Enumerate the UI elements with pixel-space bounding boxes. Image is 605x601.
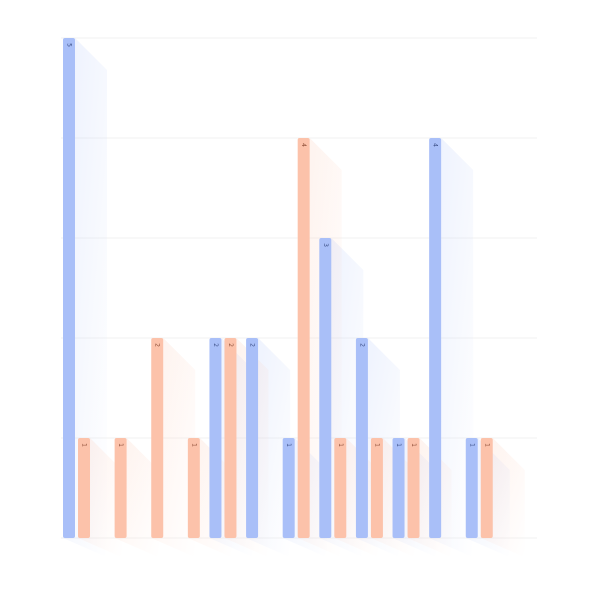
bar-shadow [78, 438, 122, 558]
bar-shadow [114, 438, 159, 558]
data-label: 2 [227, 343, 234, 347]
bar-orange-1 [78, 438, 90, 538]
bar-orange-7 [297, 138, 310, 538]
bar-blue-12 [465, 438, 478, 538]
bar-blue-10 [392, 438, 405, 538]
bar-shadow [151, 338, 196, 558]
data-label: 1 [483, 443, 490, 447]
bar-shadow [63, 38, 107, 558]
data-label: 1 [468, 443, 475, 447]
data-label: 2 [154, 343, 161, 347]
data-label: 1 [373, 443, 380, 447]
bar-shadow [480, 438, 525, 558]
bar-blue-5 [209, 338, 222, 538]
bar-group [63, 38, 493, 538]
data-label: 4 [300, 143, 307, 147]
bar-blue-11 [429, 138, 442, 538]
bar-orange-9 [370, 438, 383, 538]
data-label: 4 [432, 143, 439, 147]
data-label: 1 [337, 443, 344, 447]
data-label: 2 [358, 343, 365, 347]
bar-orange-5 [224, 338, 237, 538]
data-label: 1 [395, 443, 402, 447]
data-label: 1 [285, 443, 292, 447]
bar-blue-9 [355, 338, 368, 538]
bar-orange-4 [187, 438, 200, 538]
bar-orange-2 [114, 438, 127, 538]
data-label: 3 [322, 243, 329, 247]
bar-orange-10 [407, 438, 420, 538]
data-label: 1 [117, 443, 124, 447]
data-label: 1 [190, 443, 197, 447]
bar-blue-6 [246, 338, 259, 538]
data-label: 1 [81, 443, 88, 447]
bar-orange-8 [334, 438, 347, 538]
bar-blue-7 [282, 438, 295, 538]
bar-orange-3 [151, 338, 164, 538]
bar-shadow [429, 138, 474, 558]
data-labels: 5 2 2 1 3 2 1 4 1 1 1 2 1 2 4 1 1 1 1 [66, 43, 491, 447]
bar-blue-1 [63, 38, 75, 538]
data-label: 1 [410, 443, 417, 447]
data-label: 2 [249, 343, 256, 347]
bar-blue-8 [319, 238, 332, 538]
data-label: 2 [212, 343, 219, 347]
bar-orange-12 [480, 438, 493, 538]
data-label: 5 [66, 43, 73, 47]
